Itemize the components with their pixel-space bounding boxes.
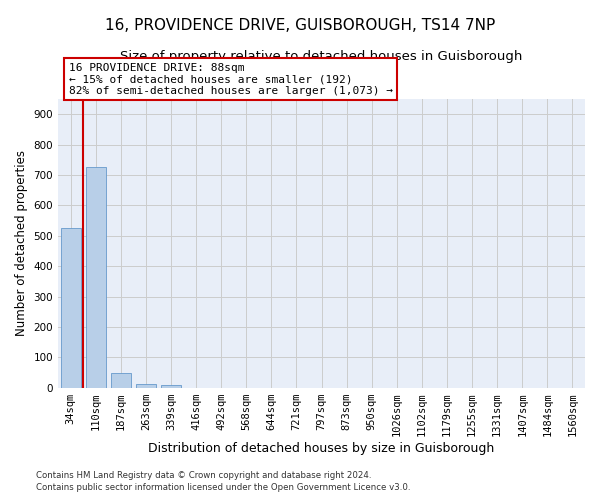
Bar <box>61 228 80 388</box>
Bar <box>86 166 106 388</box>
Bar <box>136 384 156 388</box>
Bar <box>161 385 181 388</box>
Text: Contains HM Land Registry data © Crown copyright and database right 2024.
Contai: Contains HM Land Registry data © Crown c… <box>36 471 410 492</box>
Title: Size of property relative to detached houses in Guisborough: Size of property relative to detached ho… <box>121 50 523 63</box>
Text: 16, PROVIDENCE DRIVE, GUISBOROUGH, TS14 7NP: 16, PROVIDENCE DRIVE, GUISBOROUGH, TS14 … <box>105 18 495 32</box>
Bar <box>111 373 131 388</box>
Text: 16 PROVIDENCE DRIVE: 88sqm
← 15% of detached houses are smaller (192)
82% of sem: 16 PROVIDENCE DRIVE: 88sqm ← 15% of deta… <box>68 63 392 96</box>
X-axis label: Distribution of detached houses by size in Guisborough: Distribution of detached houses by size … <box>148 442 494 455</box>
Y-axis label: Number of detached properties: Number of detached properties <box>15 150 28 336</box>
